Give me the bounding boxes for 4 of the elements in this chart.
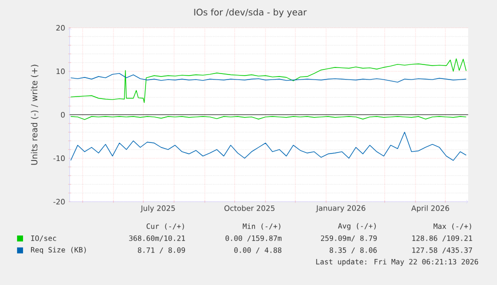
line-series bbox=[70, 58, 467, 103]
chart-title: IOs for /dev/sda - by year bbox=[194, 8, 307, 18]
line-series bbox=[70, 132, 467, 161]
y-axis-title: Units read (-) / write (+) bbox=[30, 64, 38, 165]
